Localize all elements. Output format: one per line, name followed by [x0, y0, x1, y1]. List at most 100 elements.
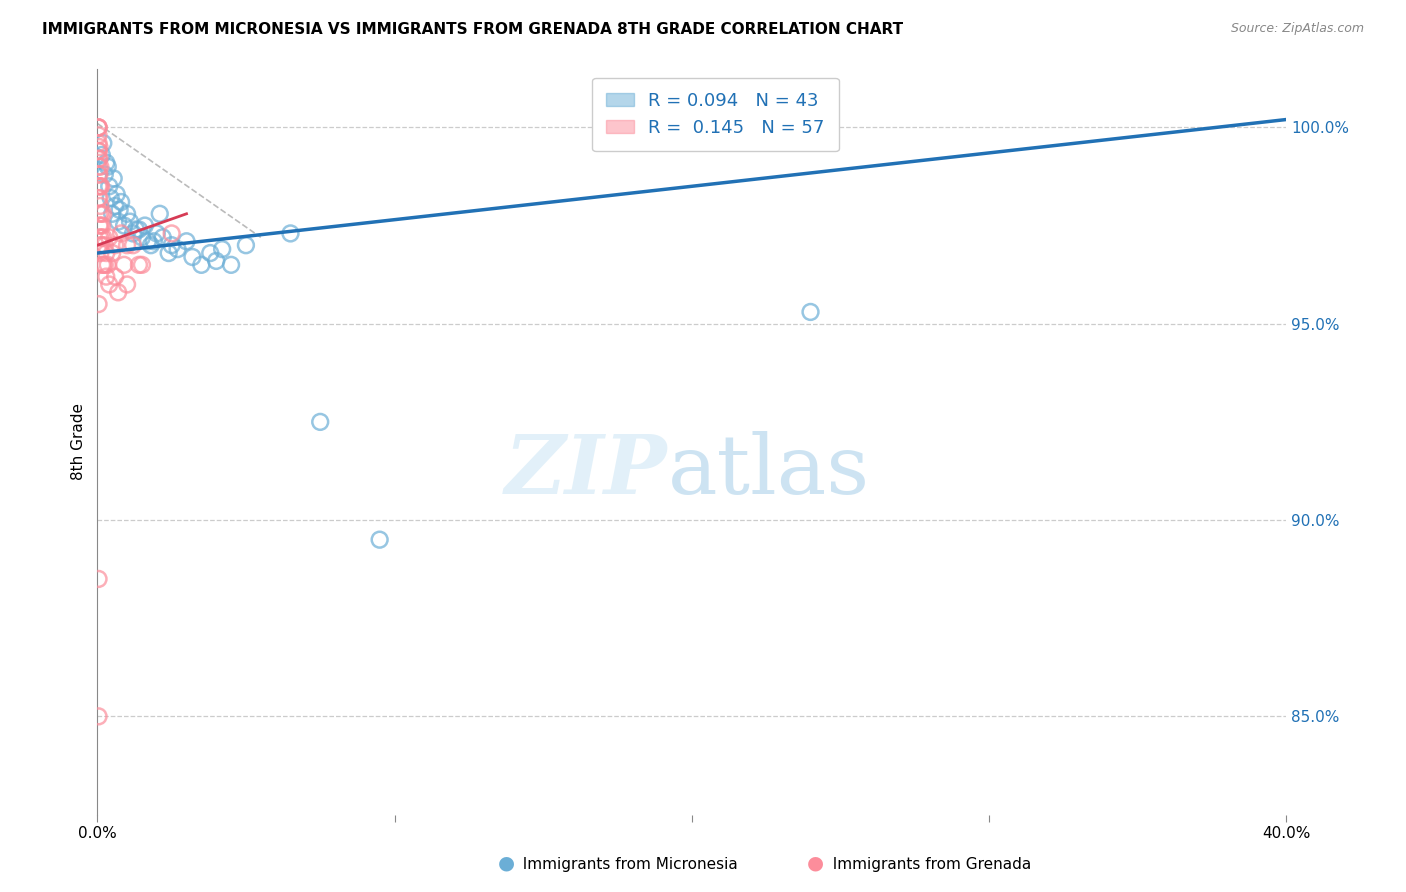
Point	[89, 199, 111, 213]
Point	[235, 238, 257, 252]
Point	[160, 227, 183, 241]
Point	[96, 155, 118, 169]
Point	[90, 179, 112, 194]
Point	[89, 238, 111, 252]
Point	[122, 238, 145, 252]
Point	[96, 246, 118, 260]
Point	[91, 230, 114, 244]
Point	[104, 238, 127, 252]
Point	[94, 168, 117, 182]
Point	[118, 214, 141, 228]
Point	[90, 207, 112, 221]
Point	[205, 253, 228, 268]
Point	[134, 219, 156, 233]
Point	[91, 238, 114, 252]
Text: ZIP: ZIP	[505, 432, 668, 511]
Point	[89, 230, 111, 244]
Point	[89, 152, 111, 166]
Point	[115, 277, 138, 292]
Legend: R = 0.094   N = 43, R =  0.145   N = 57: R = 0.094 N = 43, R = 0.145 N = 57	[592, 78, 839, 152]
Point	[89, 160, 111, 174]
Point	[160, 238, 183, 252]
Point	[128, 222, 150, 236]
Point	[107, 214, 129, 228]
Point	[368, 533, 391, 547]
Point	[87, 136, 110, 150]
Point	[91, 136, 114, 150]
Point	[87, 120, 110, 135]
Point	[87, 191, 110, 205]
Point	[136, 234, 159, 248]
Point	[87, 144, 110, 158]
Point	[139, 238, 162, 252]
Point	[104, 199, 127, 213]
Text: IMMIGRANTS FROM MICRONESIA VS IMMIGRANTS FROM GRENADA 8TH GRADE CORRELATION CHAR: IMMIGRANTS FROM MICRONESIA VS IMMIGRANTS…	[42, 22, 903, 37]
Text: Source: ZipAtlas.com: Source: ZipAtlas.com	[1230, 22, 1364, 36]
Point	[90, 148, 112, 162]
Text: atlas: atlas	[668, 432, 870, 511]
Point	[181, 250, 204, 264]
Point	[115, 207, 138, 221]
Point	[87, 152, 110, 166]
Point	[110, 227, 132, 241]
Point	[89, 219, 111, 233]
Point	[87, 120, 110, 135]
Point	[115, 238, 138, 252]
Point	[91, 207, 114, 221]
Point	[101, 246, 124, 260]
Point	[91, 258, 114, 272]
Point	[94, 238, 117, 252]
Point	[90, 230, 112, 244]
Point	[89, 219, 111, 233]
Point	[89, 179, 111, 194]
Point	[152, 230, 174, 244]
Point	[799, 305, 821, 319]
Point	[280, 227, 302, 241]
Point	[91, 258, 114, 272]
Point	[87, 128, 110, 143]
Point	[190, 258, 212, 272]
Point	[105, 187, 128, 202]
Point	[94, 258, 117, 272]
Point	[219, 258, 242, 272]
Text: ●: ●	[498, 854, 515, 872]
Point	[107, 285, 129, 300]
Point	[98, 277, 121, 292]
Y-axis label: 8th Grade: 8th Grade	[72, 403, 86, 480]
Point	[87, 144, 110, 158]
Point	[110, 194, 132, 209]
Point	[89, 207, 111, 221]
Point	[146, 227, 169, 241]
Point	[122, 227, 145, 241]
Point	[89, 246, 111, 260]
Point	[89, 140, 111, 154]
Point	[101, 207, 124, 221]
Point	[125, 222, 148, 236]
Point	[128, 258, 150, 272]
Point	[97, 258, 120, 272]
Point	[87, 120, 110, 135]
Point	[91, 219, 114, 233]
Point	[98, 179, 121, 194]
Point	[108, 202, 131, 217]
Text: Immigrants from Micronesia: Immigrants from Micronesia	[513, 857, 738, 872]
Point	[142, 234, 165, 248]
Text: ●: ●	[807, 854, 824, 872]
Point	[87, 179, 110, 194]
Point	[87, 297, 110, 311]
Point	[87, 709, 110, 723]
Point	[166, 242, 188, 256]
Point	[131, 258, 153, 272]
Point	[157, 246, 180, 260]
Point	[131, 230, 153, 244]
Point	[112, 219, 135, 233]
Point	[89, 179, 111, 194]
Point	[112, 258, 135, 272]
Point	[98, 230, 121, 244]
Point	[176, 234, 198, 248]
Text: Immigrants from Grenada: Immigrants from Grenada	[823, 857, 1031, 872]
Point	[96, 269, 118, 284]
Point	[103, 171, 125, 186]
Point	[100, 191, 122, 205]
Point	[149, 207, 172, 221]
